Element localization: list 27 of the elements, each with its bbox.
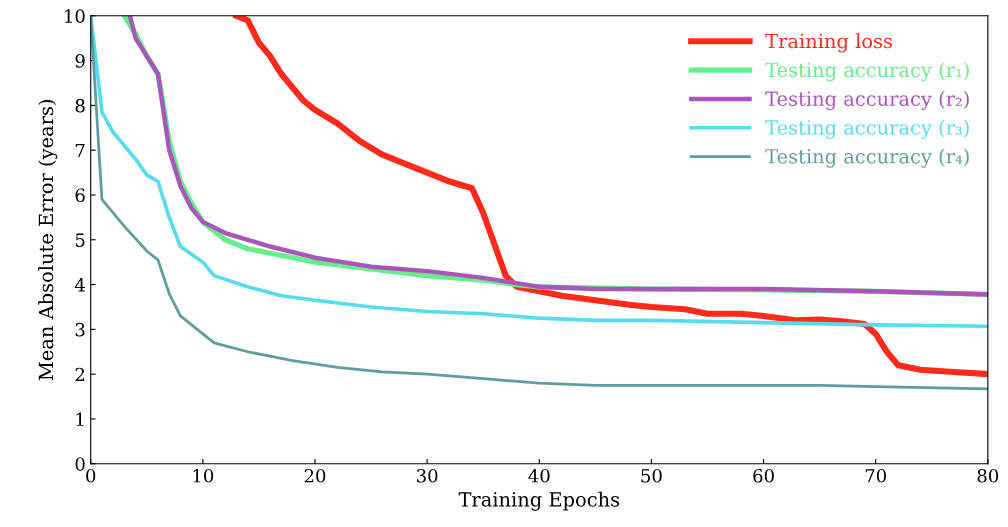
y-tick-label: 5 <box>75 233 85 247</box>
legend-label: Testing accuracy (r₃) <box>765 119 969 139</box>
x-tick-label: 60 <box>753 468 774 483</box>
y-tick-label: 7 <box>75 143 85 158</box>
legend-label: Testing accuracy (r₂) <box>765 90 969 111</box>
y-tick-label: 0 <box>75 457 85 471</box>
y-tick-label: 10 <box>65 9 85 23</box>
y-tick-label: 2 <box>75 367 85 382</box>
y-tick-label: 4 <box>74 278 85 292</box>
x-tick-label: 80 <box>977 468 999 483</box>
x-tick-label: 0 <box>86 468 96 483</box>
legend-label: Testing accuracy (r₁) <box>765 62 969 82</box>
x-axis-title: Training Epochs <box>458 491 620 511</box>
y-tick-label: 1 <box>76 412 84 426</box>
x-tick-label: 70 <box>865 468 886 483</box>
x-tick-label: 50 <box>641 468 662 483</box>
y-tick-label: 8 <box>75 98 85 113</box>
y-axis-title: Mean Absolute Error (years) <box>38 100 58 381</box>
y-tick-label: 9 <box>75 54 85 68</box>
legend-label: Training loss <box>765 33 892 53</box>
y-tick-label: 6 <box>75 188 85 203</box>
x-tick-label: 40 <box>528 468 550 483</box>
legend-label: Testing accuracy (r₄) <box>765 148 969 168</box>
x-tick-label: 30 <box>417 468 438 483</box>
x-tick-label: 20 <box>304 468 326 483</box>
y-tick-label: 3 <box>75 322 85 337</box>
x-tick-label: 10 <box>193 468 214 483</box>
